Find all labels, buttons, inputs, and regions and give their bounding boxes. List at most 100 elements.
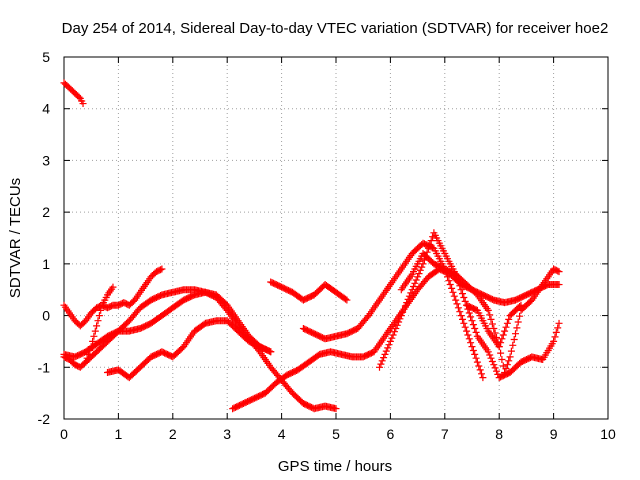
data-point	[509, 341, 517, 349]
data-point	[463, 327, 471, 335]
x-tick-label: 0	[60, 426, 68, 442]
data-point	[517, 301, 525, 309]
data-point	[418, 263, 426, 271]
data-point	[471, 325, 479, 332]
data-point	[448, 284, 456, 292]
data-point	[446, 281, 454, 288]
x-tick-label: 4	[278, 426, 286, 442]
data-point	[403, 299, 411, 307]
data-point	[502, 323, 510, 331]
data-point	[487, 315, 495, 323]
data-point	[95, 312, 103, 320]
data-point	[516, 303, 524, 310]
data-point	[459, 290, 466, 298]
data-point	[384, 344, 392, 352]
data-point	[488, 358, 496, 365]
data-point	[400, 305, 408, 313]
y-tick-label: 5	[42, 49, 50, 65]
data-point	[555, 319, 563, 327]
y-tick-label: 1	[42, 256, 50, 272]
data-point	[461, 297, 469, 305]
data-point	[157, 266, 165, 274]
data-point	[505, 315, 513, 323]
x-tick-label: 8	[495, 426, 503, 442]
series-trace-11	[397, 250, 563, 376]
data-point	[454, 304, 462, 312]
series-trace-9	[299, 239, 487, 382]
data-point	[90, 332, 98, 340]
data-point	[506, 353, 514, 361]
data-point	[459, 315, 466, 323]
data-point	[501, 327, 509, 335]
data-point	[552, 328, 560, 336]
data-point	[469, 321, 477, 329]
data-point	[343, 296, 351, 304]
axis-ticks: 0 1 2 3 4 5 6 7 8 9 10 -2 -1 0 1 2 3 4 5	[38, 49, 616, 442]
data-point	[484, 348, 492, 356]
y-tick-label: 0	[42, 308, 50, 324]
x-tick-label: 10	[600, 426, 616, 442]
x-tick-label: 7	[441, 426, 449, 442]
data-point	[456, 308, 464, 316]
data-point	[404, 295, 412, 303]
data-point	[382, 347, 390, 355]
data-point	[426, 241, 434, 248]
series-trace-6	[104, 317, 275, 382]
series-trace-5	[82, 286, 340, 413]
data-point	[478, 370, 485, 378]
data-point	[493, 367, 500, 375]
data-point	[486, 311, 494, 319]
data-point	[469, 347, 477, 354]
data-point	[554, 324, 562, 332]
data-point	[488, 320, 496, 328]
data-point	[472, 328, 480, 336]
data-point	[397, 312, 405, 320]
data-point	[490, 325, 498, 332]
data-point	[460, 294, 468, 301]
data-point	[425, 244, 432, 252]
x-tick-label: 3	[223, 426, 231, 442]
data-point	[497, 339, 505, 347]
data-point	[378, 357, 386, 365]
data-point	[395, 318, 403, 326]
data-point	[471, 350, 479, 358]
data-point	[550, 337, 558, 345]
data-point	[514, 318, 522, 326]
x-tick-label: 6	[387, 426, 395, 442]
data-point	[363, 313, 371, 321]
data-point	[502, 365, 510, 373]
data-point	[408, 286, 416, 294]
data-point	[376, 363, 383, 371]
data-point	[405, 292, 413, 300]
data-point	[427, 237, 435, 245]
data-point	[267, 348, 275, 356]
data-point	[516, 312, 524, 320]
data-point	[93, 322, 101, 330]
data-point	[467, 313, 475, 321]
data-point	[399, 308, 407, 316]
data-point	[468, 343, 476, 351]
data-point	[465, 309, 473, 317]
data-point	[554, 267, 562, 275]
chart-title: Day 254 of 2014, Sidereal Day-to-day VTE…	[62, 20, 609, 37]
data-point	[457, 312, 465, 320]
data-point	[415, 270, 423, 278]
data-point	[393, 321, 401, 329]
data-point	[551, 333, 559, 341]
data-point	[389, 331, 397, 339]
x-axis-label: GPS time / hours	[278, 458, 392, 475]
data-point	[467, 339, 475, 347]
data-point	[453, 300, 461, 308]
data-point	[479, 374, 487, 382]
data-point	[512, 330, 519, 338]
data-point	[332, 405, 340, 413]
data-point	[385, 341, 393, 349]
data-point	[79, 100, 87, 108]
data-marks	[60, 79, 563, 413]
data-point	[490, 361, 498, 369]
data-point	[499, 331, 507, 339]
data-point	[444, 273, 451, 281]
data-point	[449, 288, 457, 296]
